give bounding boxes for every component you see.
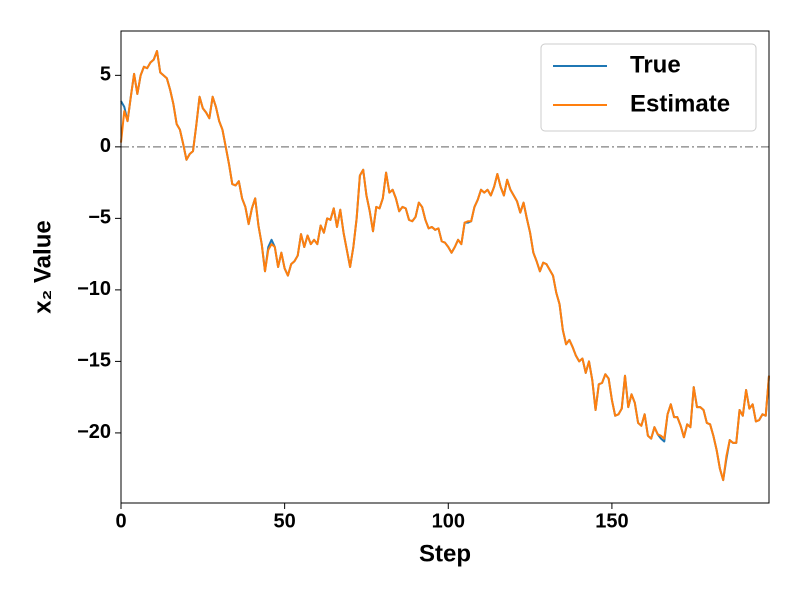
legend-label: Estimate: [630, 90, 730, 117]
y-axis-label: x₂ Value: [29, 220, 56, 313]
data-line: [120, 50, 770, 482]
x-tick-label: 50: [274, 510, 296, 532]
y-tick-label: −15: [77, 350, 111, 372]
y-tick-label: −20: [77, 421, 111, 443]
x-axis-label: Step: [419, 540, 471, 567]
y-tick-label: −5: [88, 207, 111, 229]
y-tick-label: 5: [100, 64, 111, 86]
x-tick-label: 150: [595, 510, 628, 532]
y-tick-label: −10: [77, 278, 111, 300]
legend-label: True: [630, 51, 681, 78]
y-tick-label: 0: [100, 135, 111, 157]
x-tick-label: 100: [432, 510, 465, 532]
plot-frame: [120, 30, 770, 504]
x-tick-label: 0: [115, 510, 126, 532]
